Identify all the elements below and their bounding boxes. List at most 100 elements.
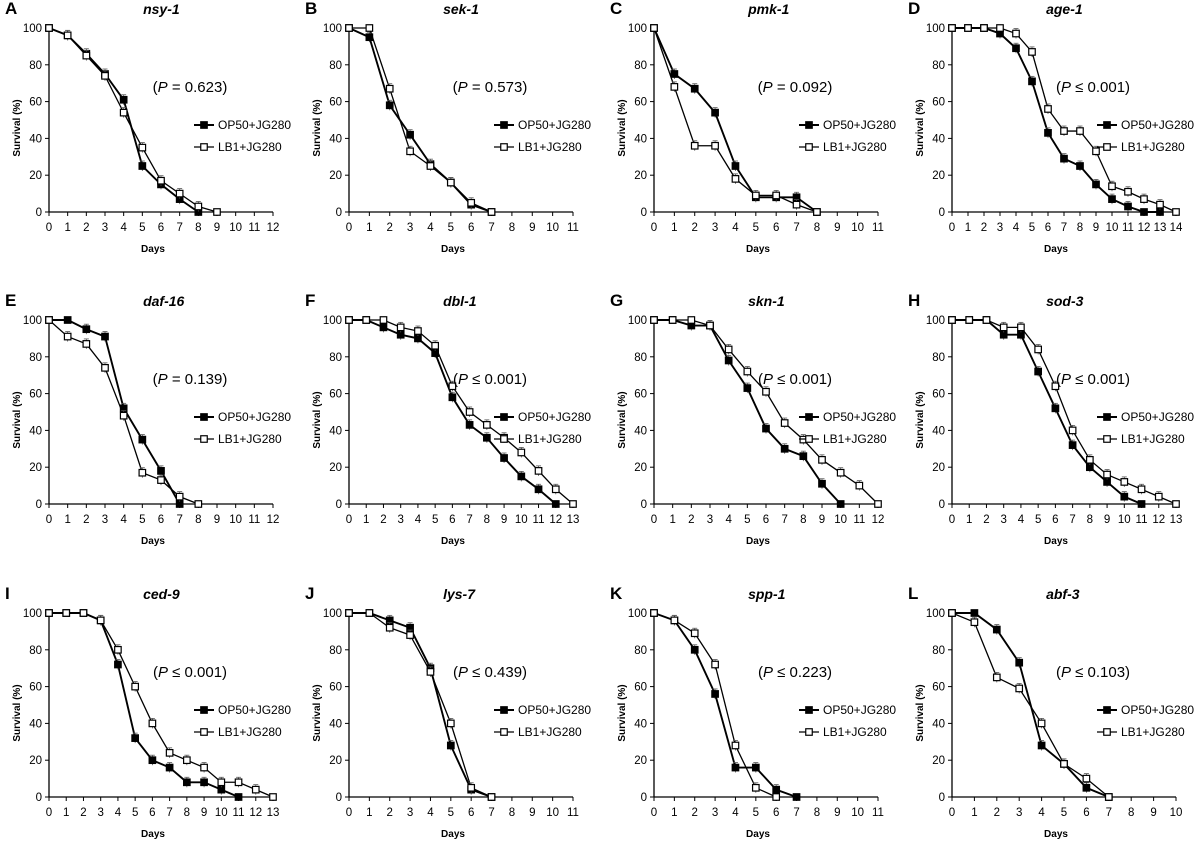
legend-item-op50: OP50+JG280 bbox=[494, 410, 591, 424]
legend-item-lb1: LB1+JG280 bbox=[494, 432, 582, 446]
data-point bbox=[148, 719, 157, 728]
x-tick-label: 10 bbox=[851, 807, 864, 819]
data-point bbox=[500, 454, 508, 462]
x-tick-label: 8 bbox=[814, 807, 820, 819]
data-point bbox=[165, 763, 174, 772]
series-lb1 bbox=[45, 316, 203, 508]
series-line bbox=[349, 27, 492, 213]
legend-marker bbox=[200, 435, 208, 443]
x-tick-label: 9 bbox=[834, 222, 840, 234]
y-tick-label: 60 bbox=[634, 389, 647, 401]
data-point bbox=[96, 616, 105, 625]
p-value-part: P bbox=[1061, 79, 1071, 96]
legend-marker bbox=[1103, 728, 1111, 736]
x-tick-label: 7 bbox=[1069, 514, 1075, 526]
data-point bbox=[751, 783, 760, 792]
x-tick-label: 2 bbox=[692, 222, 698, 234]
x-tick-label: 11 bbox=[567, 222, 579, 234]
panel-letter: C bbox=[610, 0, 622, 18]
y-axis-label: Survival (%) bbox=[312, 391, 323, 448]
y-tick-label: 60 bbox=[932, 97, 945, 109]
x-tick-label: 0 bbox=[651, 514, 657, 526]
series-line bbox=[654, 319, 842, 505]
y-tick-label: 60 bbox=[329, 682, 342, 694]
data-point bbox=[772, 785, 781, 794]
x-tick-label: 1 bbox=[363, 514, 369, 526]
legend-marker bbox=[200, 121, 208, 129]
y-tick-label: 100 bbox=[323, 23, 342, 35]
x-tick-label: 2 bbox=[688, 514, 694, 526]
p-value: (P ≤ 0.001) bbox=[1056, 371, 1130, 388]
x-tick-label: 4 bbox=[115, 807, 122, 819]
series-op50 bbox=[650, 316, 845, 508]
data-point bbox=[1085, 463, 1094, 472]
data-point bbox=[724, 345, 733, 354]
data-point bbox=[874, 500, 882, 508]
x-tick-label: 5 bbox=[753, 222, 759, 234]
data-point bbox=[1140, 208, 1148, 216]
x-tick-label: 8 bbox=[195, 514, 201, 526]
p-value-part: ( bbox=[153, 79, 158, 96]
x-tick-label: 0 bbox=[46, 222, 52, 234]
x-tick-label: 11 bbox=[248, 222, 260, 234]
data-point bbox=[194, 500, 203, 508]
series-line bbox=[951, 612, 1110, 798]
p-value-part: ≤ 0.223) bbox=[773, 664, 832, 681]
x-tick-label: 3 bbox=[712, 807, 718, 819]
x-tick-label: 5 bbox=[139, 222, 145, 234]
data-point bbox=[762, 424, 770, 433]
y-tick-label: 80 bbox=[29, 352, 42, 364]
series-op50 bbox=[345, 609, 496, 801]
legend-marker bbox=[1103, 435, 1111, 443]
series-line bbox=[952, 319, 1142, 505]
x-axis-label: Days bbox=[441, 829, 465, 840]
data-point bbox=[406, 147, 414, 156]
data-point bbox=[999, 323, 1008, 332]
x-tick-label: 8 bbox=[1077, 222, 1083, 234]
p-value-part: ( bbox=[453, 664, 458, 681]
x-tick-label: 8 bbox=[195, 222, 201, 234]
data-point bbox=[799, 452, 808, 461]
data-point bbox=[175, 500, 184, 508]
x-axis-label: Days bbox=[746, 244, 770, 255]
data-point bbox=[101, 332, 109, 341]
gene-title: nsy-1 bbox=[143, 1, 180, 17]
x-tick-label: 9 bbox=[214, 222, 220, 234]
data-point bbox=[948, 316, 956, 324]
x-tick-label: 5 bbox=[744, 514, 750, 526]
data-point bbox=[670, 83, 679, 91]
data-point bbox=[731, 763, 740, 772]
data-point bbox=[182, 778, 191, 787]
x-tick-label: 12 bbox=[872, 514, 885, 526]
y-tick-label: 0 bbox=[641, 792, 647, 804]
data-point bbox=[396, 323, 405, 332]
data-point bbox=[1051, 404, 1060, 413]
data-point bbox=[706, 321, 714, 330]
data-point bbox=[101, 363, 109, 372]
p-value-part: ≤ 0.001) bbox=[1071, 79, 1130, 96]
y-tick-label: 100 bbox=[926, 608, 945, 620]
legend-item-lb1: LB1+JG280 bbox=[194, 140, 282, 154]
y-tick-label: 100 bbox=[628, 608, 647, 620]
x-tick-label: 11 bbox=[853, 514, 865, 526]
data-point bbox=[731, 175, 740, 183]
data-point bbox=[517, 448, 526, 457]
data-point bbox=[650, 609, 658, 617]
y-axis-label: Survival (%) bbox=[915, 391, 926, 448]
y-tick-label: 80 bbox=[634, 352, 647, 364]
x-tick-label: 10 bbox=[229, 514, 242, 526]
y-tick-label: 20 bbox=[29, 170, 42, 182]
data-point bbox=[970, 609, 979, 617]
data-point bbox=[157, 467, 165, 475]
data-point bbox=[426, 162, 435, 170]
p-value-part: P bbox=[763, 371, 773, 388]
y-tick-label: 20 bbox=[634, 170, 647, 182]
data-point bbox=[1068, 441, 1077, 449]
data-point bbox=[45, 609, 53, 617]
